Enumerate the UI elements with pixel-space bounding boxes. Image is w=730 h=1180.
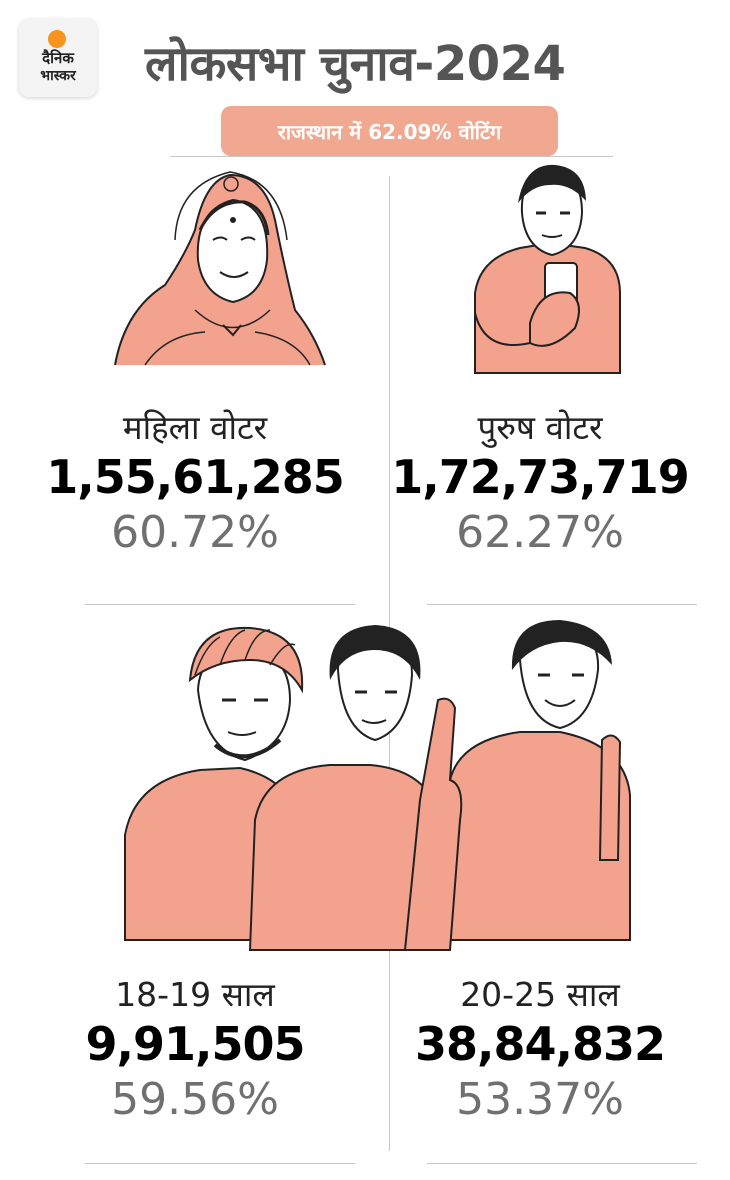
age-18-19-label: 18-19 साल — [115, 975, 275, 1014]
logo-text-line2: भास्कर — [40, 68, 76, 84]
male-voter-label: पुरुष वोटर — [477, 408, 603, 447]
young-voters-illustration — [124, 620, 631, 951]
left-middle-divider — [85, 604, 355, 605]
female-voter-percent: 60.72% — [111, 507, 279, 558]
right-bottom-divider — [427, 1163, 697, 1164]
age-20-25-percent: 53.37% — [456, 1074, 624, 1125]
subtitle-badge: राजस्थान में 62.09% वोटिंग — [221, 106, 558, 156]
left-bottom-divider — [85, 1163, 355, 1164]
logo-text-line1: दैनिक — [42, 49, 74, 67]
dainik-bhaskar-logo: दैनिक भास्कर — [19, 19, 97, 97]
page-title: लोकसभा चुनाव-2024 — [145, 36, 566, 92]
male-voter-count: 1,72,73,719 — [391, 450, 689, 504]
man-voter-illustration — [474, 164, 621, 374]
age-20-25-label: 20-25 साल — [460, 975, 620, 1014]
age-20-25-stat: 20-25 साल 38,84,832 53.37% — [370, 975, 710, 1127]
age-18-19-percent: 59.56% — [111, 1074, 279, 1125]
female-voter-label: महिला वोटर — [122, 408, 268, 447]
woman-voter-illustration — [114, 171, 326, 366]
right-middle-divider — [427, 604, 697, 605]
top-divider — [170, 156, 613, 157]
age-18-19-count: 9,91,505 — [85, 1017, 306, 1071]
sun-dot-icon — [48, 30, 66, 48]
age-20-25-count: 38,84,832 — [415, 1017, 666, 1071]
age-18-19-stat: 18-19 साल 9,91,505 59.56% — [25, 975, 365, 1127]
female-voter-count: 1,55,61,285 — [46, 450, 344, 504]
male-voter-stat: पुरुष वोटर 1,72,73,719 62.27% — [370, 408, 710, 560]
female-voter-stat: महिला वोटर 1,55,61,285 60.72% — [25, 408, 365, 560]
male-voter-percent: 62.27% — [456, 507, 624, 558]
